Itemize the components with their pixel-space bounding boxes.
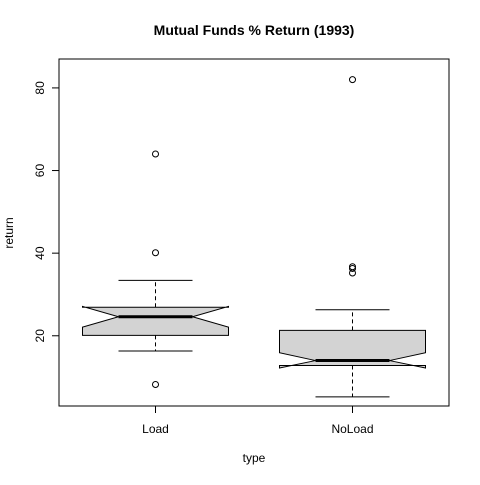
y-tick-label: 60 — [33, 164, 47, 178]
outlier-point — [152, 150, 159, 158]
outlier-point — [152, 249, 159, 257]
x-axis-label: type — [243, 451, 266, 465]
plot-area: 20 40 60 80 Load NoLoad — [33, 58, 450, 436]
outlier-point — [349, 263, 356, 271]
y-tick-label: 80 — [33, 81, 47, 95]
y-tick-label: 40 — [33, 246, 47, 260]
y-tick-label: 20 — [33, 329, 47, 343]
outlier-point — [152, 381, 159, 389]
chart-title: Mutual Funds % Return (1993) — [154, 22, 355, 38]
notched-box — [82, 305, 229, 336]
plot-frame — [58, 58, 450, 407]
outlier-point — [349, 76, 356, 84]
notched-box — [279, 329, 426, 369]
y-axis-label: return — [2, 217, 16, 248]
x-tick-label: NoLoad — [331, 422, 373, 436]
x-tick-label: Load — [142, 422, 169, 436]
